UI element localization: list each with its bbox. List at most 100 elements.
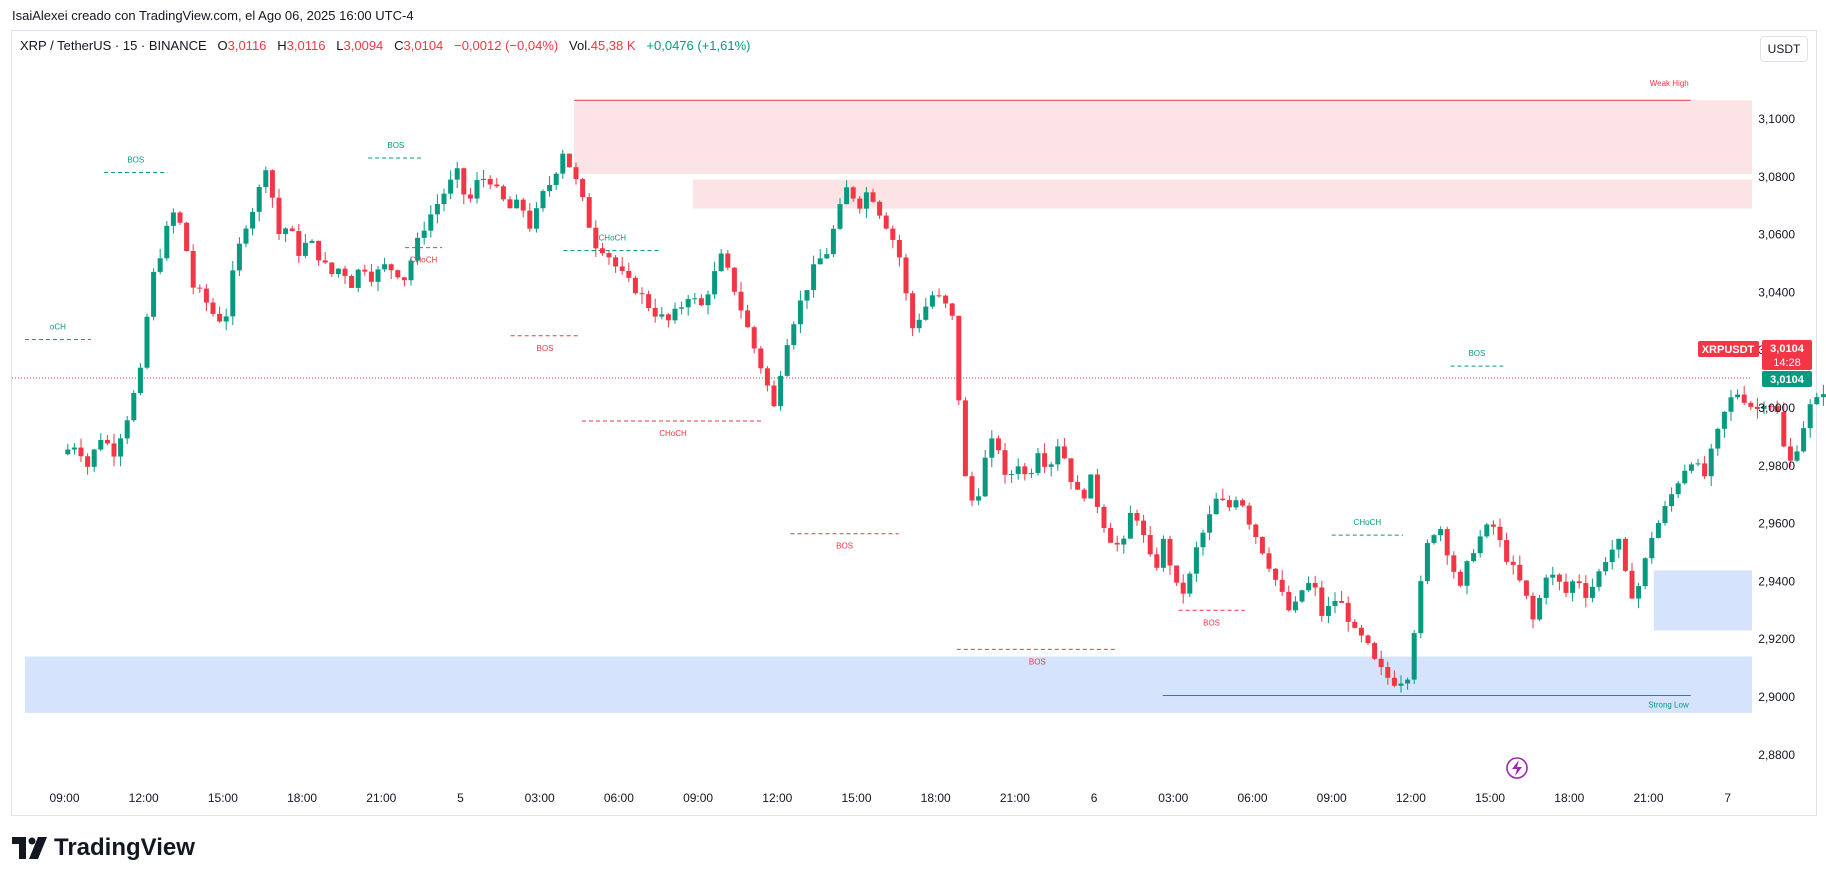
candle-body [197, 287, 203, 289]
candle-body [401, 277, 407, 281]
candle-body [533, 208, 539, 229]
candle-body [949, 303, 955, 316]
candle-body [1372, 643, 1378, 659]
legend-change: −0,0012 (−0,04%) [454, 38, 559, 53]
candle-body [956, 315, 962, 401]
levels-layer: Weak High Strong Low [574, 79, 1691, 710]
candle-body [910, 293, 916, 329]
candle-body [943, 295, 949, 304]
candle-body [1504, 540, 1510, 562]
y-tick-label: 3,0000 [1758, 401, 1795, 415]
candle-body [1273, 568, 1279, 580]
x-tick-label: 03:00 [525, 791, 555, 805]
candle-body [1141, 520, 1147, 536]
candle-body [454, 168, 460, 180]
candle-body [764, 368, 770, 386]
x-tick-label: 09:00 [1317, 791, 1347, 805]
structure-label: CHoCH [410, 256, 438, 265]
candle-body [474, 180, 480, 199]
candle-body [811, 264, 817, 291]
candle-body [586, 197, 592, 228]
tradingview-logo[interactable]: TradingView [12, 834, 195, 862]
candle-body [1108, 528, 1114, 543]
last-price-box [1762, 340, 1812, 370]
candle-body [1167, 538, 1173, 566]
candle-body [883, 215, 889, 229]
candle-body [1563, 581, 1569, 593]
candle-body [1358, 627, 1364, 636]
legend-high-label: H [277, 38, 287, 53]
chart-frame [11, 30, 1817, 816]
candle-body [1748, 402, 1754, 407]
candle-body [1180, 582, 1186, 594]
x-tick-label: 12:00 [129, 791, 159, 805]
demand-zone [1653, 570, 1752, 631]
x-tick-label: 6 [1091, 791, 1098, 805]
symbol-legend: XRP / TetherUS · 15 · BINANCE O3,0116 H3… [20, 38, 750, 53]
candle-body [1814, 397, 1820, 405]
candle-body [989, 438, 995, 458]
candle-body [1391, 677, 1397, 686]
candle-body [131, 393, 137, 421]
candle-body [824, 254, 830, 259]
candle-body [1246, 505, 1252, 525]
candle-body [1543, 577, 1549, 598]
legend-symbol[interactable]: XRP / TetherUS · 15 · BINANCE [20, 38, 207, 53]
candle-body [1702, 463, 1708, 477]
candle-body [421, 230, 427, 238]
x-tick-label: 18:00 [1554, 791, 1584, 805]
candle-body [170, 212, 176, 226]
price-labels-layer: XRPUSDT 3,0104 14:28 3,0104 [1698, 340, 1812, 387]
symbol-tag: XRPUSDT [1702, 344, 1755, 356]
candle-body [936, 295, 942, 297]
close-price-box [1762, 371, 1812, 387]
candle-body [375, 269, 381, 282]
candles-layer [65, 149, 1826, 693]
candle-body [368, 271, 374, 282]
tradingview-logo-icon [12, 837, 47, 859]
bar-countdown-label: 14:28 [1773, 357, 1801, 369]
lightning-icon[interactable] [1506, 757, 1528, 779]
structure-layer: BOS oCH BOS CHoCH BOS CHoCH CHoCH BOS BOS BOS CHoC… [24, 141, 1504, 666]
candle-body [309, 240, 315, 243]
candle-body [540, 191, 546, 209]
candle-body [1609, 549, 1615, 563]
candle-body [481, 178, 487, 181]
currency-button[interactable]: USDT [1760, 36, 1808, 62]
symbol-tag-bg [1698, 341, 1759, 357]
candle-body [1035, 453, 1041, 474]
candle-body [692, 298, 698, 300]
candle-body [731, 267, 737, 292]
candle-body [276, 197, 282, 235]
candle-body [1365, 635, 1371, 644]
candle-body [448, 179, 454, 194]
y-tick-label: 2,9200 [1758, 632, 1795, 646]
candle-body [1570, 581, 1576, 593]
candle-body [547, 184, 553, 192]
legend-volume-value: 45,38 K [590, 38, 636, 53]
candle-body [230, 270, 236, 317]
candle-body [580, 179, 586, 198]
candle-body [243, 228, 249, 244]
candle-body [434, 204, 440, 215]
x-tick-label: 21:00 [366, 791, 396, 805]
candle-body [1649, 537, 1655, 559]
candle-body [1187, 573, 1193, 594]
x-tick-label: 15:00 [1475, 791, 1505, 805]
candle-body [487, 178, 493, 185]
candle-body [144, 316, 150, 368]
candle-body [1477, 536, 1483, 554]
candle-body [712, 271, 718, 295]
candle-body [784, 345, 790, 376]
candle-body [1464, 561, 1470, 586]
candle-body [626, 270, 632, 278]
candle-body [1794, 451, 1800, 461]
candle-body [342, 268, 348, 277]
candle-body [1378, 658, 1384, 668]
candle-body [283, 228, 289, 235]
candle-body [1444, 529, 1450, 556]
candle-body [705, 294, 711, 306]
y-tick-label: 2,9600 [1758, 517, 1795, 531]
candle-body [500, 186, 506, 200]
